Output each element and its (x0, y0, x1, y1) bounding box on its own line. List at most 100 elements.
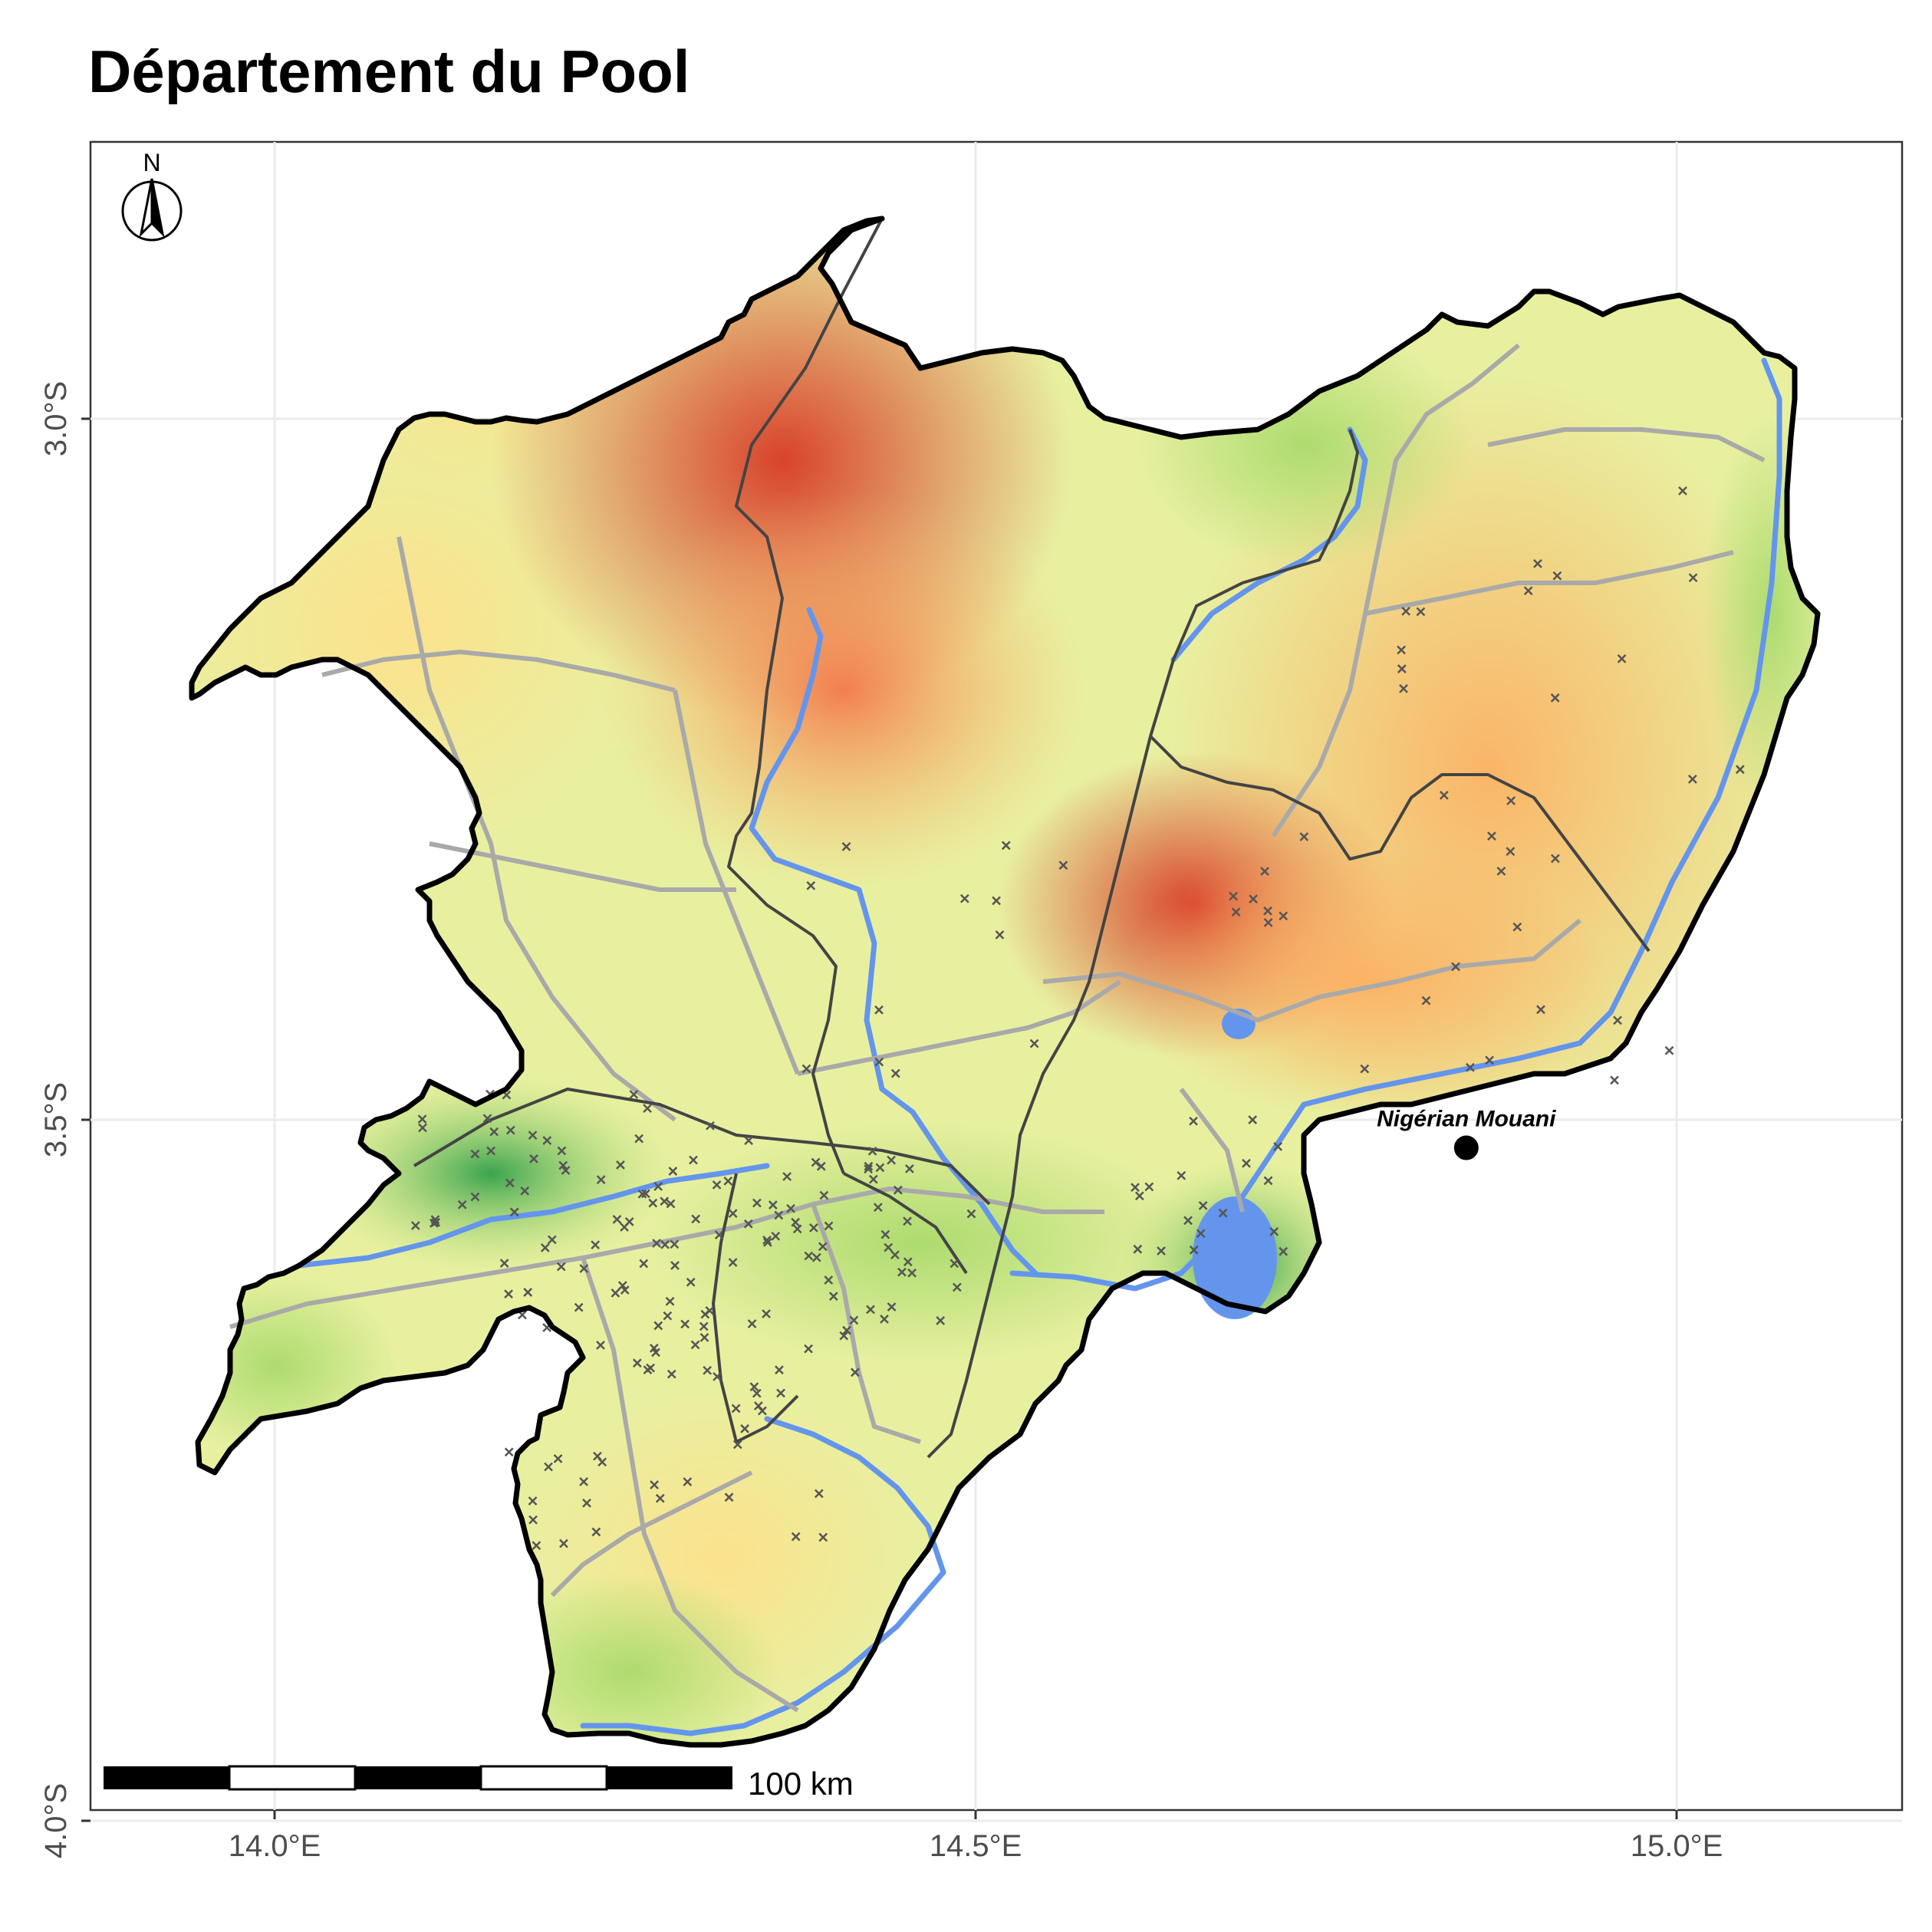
settlement-cross (542, 1136, 552, 1145)
map-title: Département du Pool (88, 38, 690, 105)
settlement-cross (771, 1231, 781, 1241)
settlement-cross (897, 1267, 907, 1277)
settlement-cross (864, 1164, 873, 1174)
settlement-cross (728, 1209, 738, 1219)
settlement-cross (1465, 1062, 1475, 1072)
settlement-cross (1260, 867, 1269, 876)
settlement-cross (747, 1319, 757, 1328)
settlement-cross (663, 1311, 673, 1321)
settlement-cross (1688, 573, 1698, 583)
settlement-cross (1029, 1038, 1039, 1048)
settlement-cross (582, 1498, 591, 1508)
settlement-cross (814, 1489, 824, 1499)
road-14 (550, 1470, 753, 1598)
settlement-cross (504, 1289, 513, 1298)
settlement-cross (1617, 654, 1627, 663)
settlement-cross (547, 1235, 557, 1245)
settlement-cross (866, 1305, 875, 1315)
river-west (296, 1163, 770, 1269)
boundary-south-west (413, 1088, 991, 1206)
settlement-cross (665, 1296, 675, 1306)
settlement-cross (1001, 841, 1011, 851)
road-11 (797, 979, 1121, 1076)
settlement-cross (499, 1259, 509, 1268)
settlement-cross (689, 1155, 698, 1165)
settlement-cross (523, 1288, 533, 1297)
y-tick-label: 3.5°S (39, 1082, 73, 1157)
settlement-cross (782, 1172, 792, 1181)
settlement-cross (666, 1369, 676, 1379)
settlement-cross (579, 1477, 589, 1486)
settlement-cross (1058, 861, 1068, 871)
settlement-cross (558, 1160, 568, 1170)
settlement-cross (791, 1217, 801, 1227)
settlement-cross (890, 1068, 900, 1078)
settlement-cross (753, 1401, 763, 1410)
settlement-cross (774, 1210, 784, 1220)
settlement-cross (1485, 1055, 1494, 1065)
settlement-cross (1735, 765, 1745, 775)
settlement-cross (743, 1219, 753, 1229)
settlement-cross (775, 1365, 784, 1375)
settlement-cross (632, 1358, 642, 1368)
settlement-cross (596, 1175, 606, 1184)
settlement-cross (887, 1155, 896, 1165)
settlement-cross (1242, 1158, 1251, 1168)
settlement-cross (842, 1325, 851, 1335)
settlement-cross (556, 1262, 566, 1272)
relief-lgreen-south (644, 1120, 1196, 1365)
settlement-cross (776, 1388, 785, 1398)
y-tick-label: 3.0°S (39, 381, 73, 456)
settlement-cross (1273, 1142, 1282, 1151)
settlement-cross (959, 894, 969, 903)
settlement-cross (841, 841, 851, 851)
settlement-cross (819, 1190, 829, 1200)
settlement-cross (1523, 586, 1533, 596)
settlement-cross (1144, 1182, 1154, 1192)
settlement-cross (804, 1251, 814, 1261)
settlement-cross (839, 1331, 849, 1341)
settlement-cross (749, 1382, 759, 1392)
settlement-cross (903, 1257, 913, 1267)
settlement-cross (509, 1207, 519, 1217)
settlement-cross (752, 1388, 762, 1398)
settlement-cross (801, 1064, 811, 1074)
settlement-cross (470, 1149, 480, 1159)
settlement-cross (691, 1214, 701, 1224)
boundary-east (1149, 735, 1651, 953)
settlement-cross (732, 1440, 742, 1450)
settlement-cross (806, 880, 816, 890)
y-tick-label: 4.0°S (39, 1783, 73, 1858)
x-tick-label: 14.5°E (930, 1829, 1022, 1863)
settlement-cross (1421, 996, 1431, 1005)
settlement-cross (520, 1186, 530, 1196)
settlement-cross (809, 1223, 818, 1233)
settlement-cross (903, 1216, 912, 1226)
settlement-cross (505, 1178, 515, 1188)
scale-bar-label: 100 km (748, 1766, 854, 1802)
settlement-cross (887, 1302, 897, 1312)
boundary-east-south (927, 736, 1152, 1459)
settlement-cross (1198, 1200, 1208, 1210)
relief-lgreen-south-tip (476, 1572, 782, 1745)
settlement-cross (1134, 1191, 1144, 1201)
settlement-cross (528, 1515, 538, 1525)
settlement-cross (966, 1209, 976, 1219)
settlement-cross (907, 1268, 917, 1278)
settlement-cross (641, 1189, 650, 1199)
settlement-cross (1451, 962, 1460, 972)
settlement-cross (884, 1242, 894, 1252)
settlement-cross (629, 1090, 639, 1099)
settlement-cross (561, 1166, 571, 1175)
settlement-cross (1613, 1015, 1622, 1025)
settlement-cross (1399, 683, 1408, 693)
settlement-markers (410, 486, 1745, 1550)
settlement-cross (699, 1321, 709, 1331)
settlement-cross (1177, 1170, 1187, 1180)
settlement-cross (652, 1239, 661, 1248)
relief-green-west (307, 1074, 675, 1273)
settlement-cross (574, 1302, 584, 1312)
settlement-cross (596, 1341, 605, 1350)
road-1 (229, 1187, 1104, 1329)
settlement-cross (1687, 774, 1697, 784)
